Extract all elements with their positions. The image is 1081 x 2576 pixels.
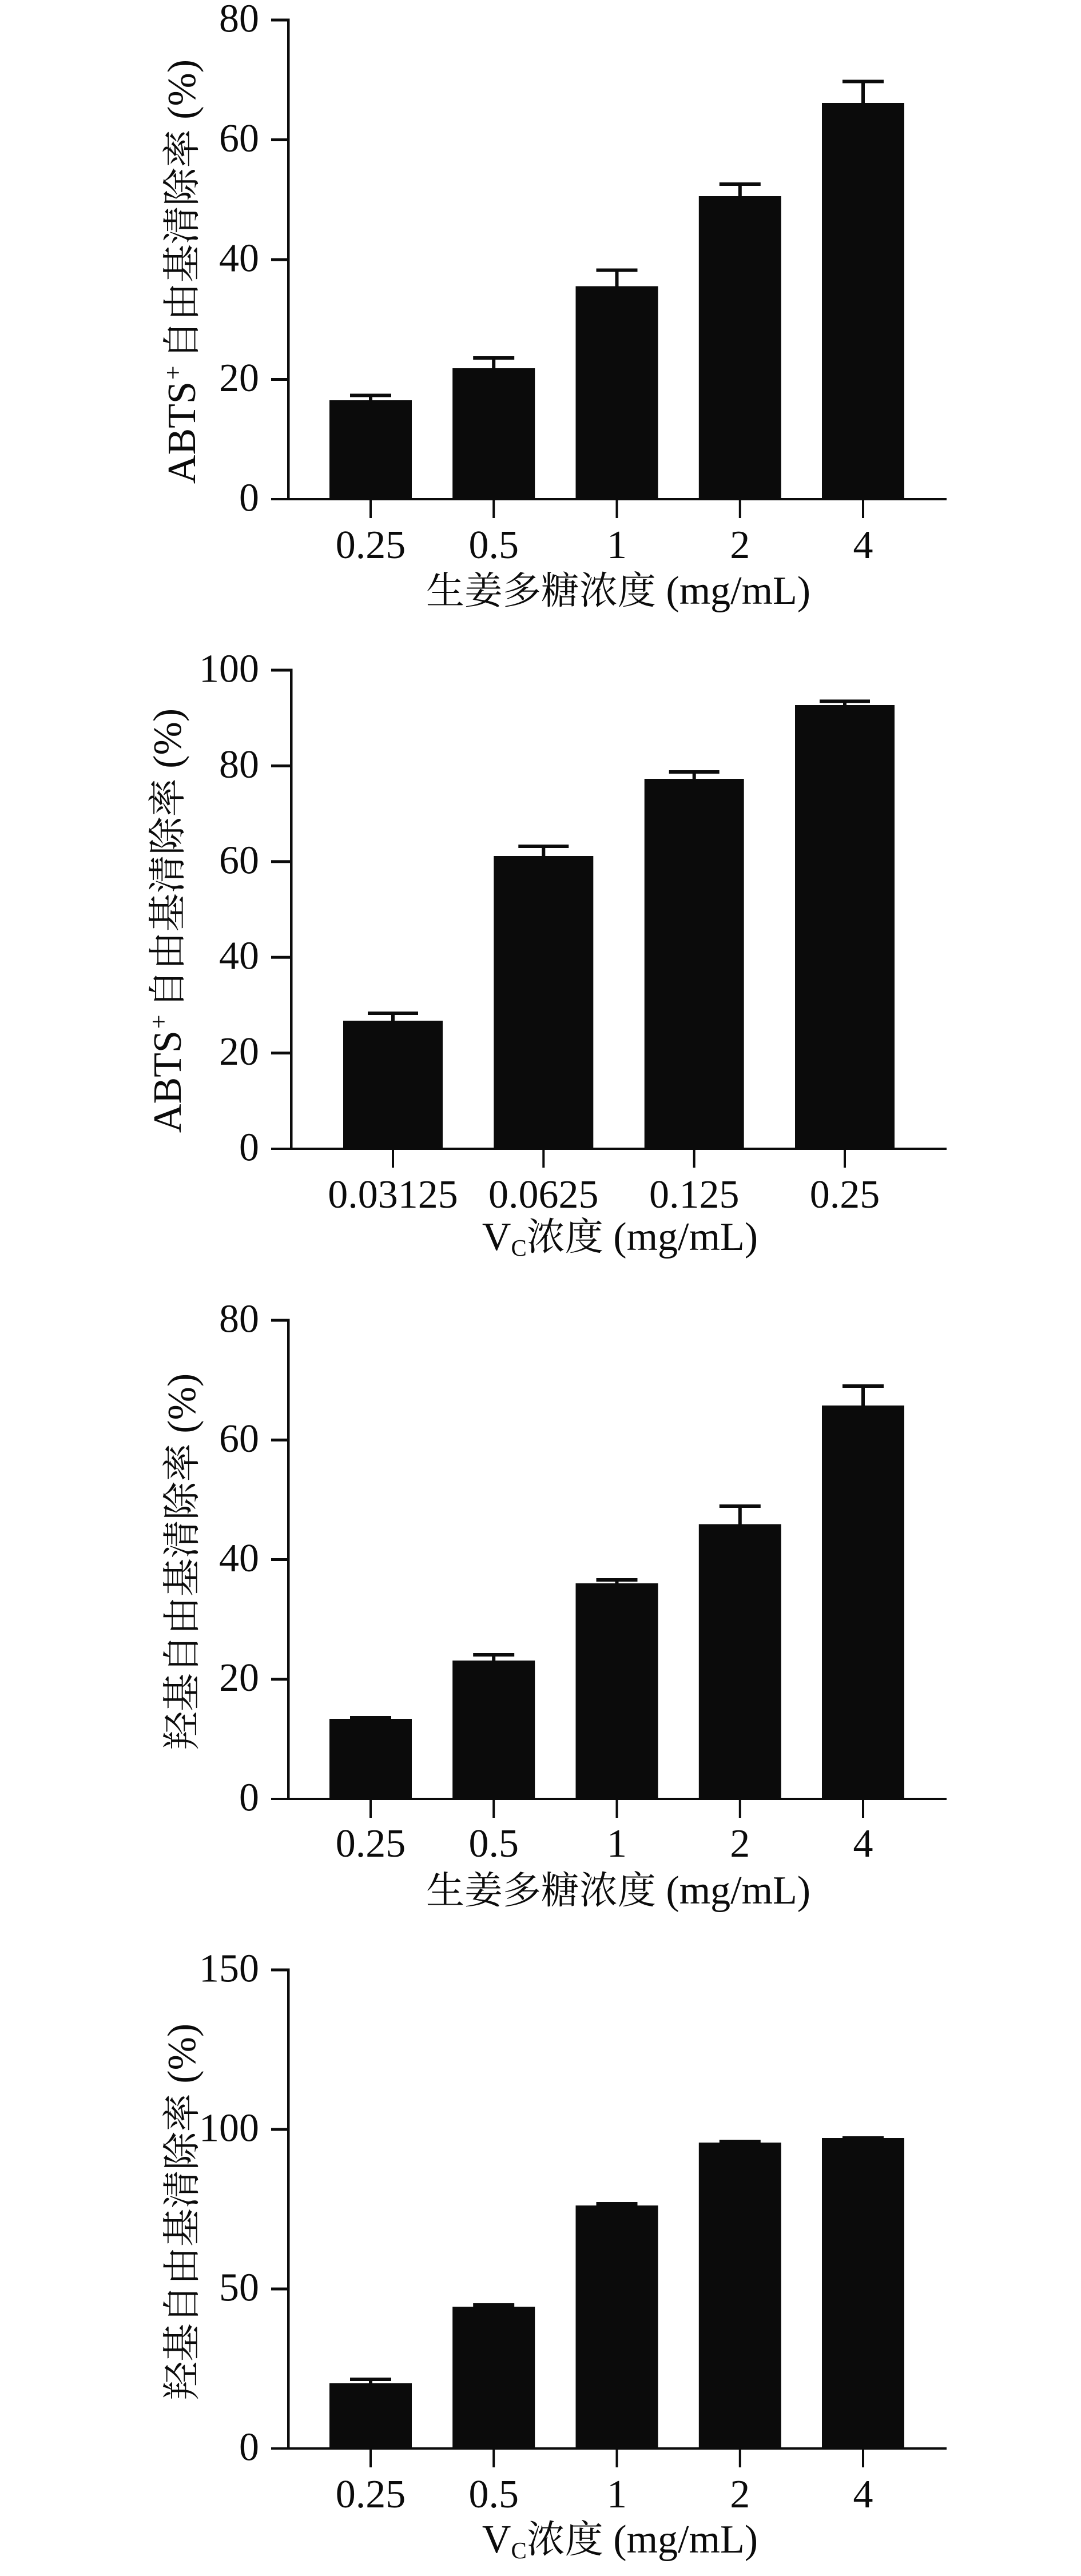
svg-text:V: V — [482, 2518, 511, 2562]
svg-text:100: 100 — [199, 647, 259, 691]
svg-text:0: 0 — [239, 476, 259, 520]
svg-text:20: 20 — [219, 1030, 259, 1074]
svg-text:1: 1 — [607, 523, 627, 567]
svg-text:0: 0 — [239, 1126, 259, 1170]
svg-text:1: 1 — [607, 1822, 627, 1866]
svg-text:80: 80 — [219, 743, 259, 787]
svg-text:(%): (%) — [146, 708, 190, 769]
svg-text:4: 4 — [853, 2473, 873, 2517]
svg-text:4: 4 — [853, 1822, 873, 1866]
svg-text:(%): (%) — [160, 2024, 204, 2084]
svg-text:0.0625: 0.0625 — [488, 1173, 599, 1217]
svg-text:0.25: 0.25 — [810, 1173, 880, 1217]
svg-text:60: 60 — [219, 838, 259, 882]
svg-text:0.25: 0.25 — [336, 2473, 406, 2517]
svg-text:0: 0 — [239, 1776, 259, 1820]
svg-text:0.25: 0.25 — [336, 1822, 406, 1866]
svg-text:0: 0 — [239, 2426, 259, 2470]
svg-text:(mg/mL): (mg/mL) — [666, 569, 810, 613]
svg-text:60: 60 — [219, 117, 259, 161]
svg-text:80: 80 — [219, 1297, 259, 1341]
svg-text:2: 2 — [730, 2473, 750, 2517]
svg-text:(mg/mL): (mg/mL) — [613, 1215, 758, 1259]
svg-text:(mg/mL): (mg/mL) — [613, 2518, 758, 2562]
svg-text:40: 40 — [219, 934, 259, 978]
svg-text:+: + — [159, 365, 187, 380]
svg-text:100: 100 — [199, 2107, 259, 2151]
svg-text:4: 4 — [853, 523, 873, 567]
svg-text:50: 50 — [219, 2266, 259, 2310]
svg-text:ABTS: ABTS — [146, 1030, 190, 1133]
svg-text:2: 2 — [730, 1822, 750, 1866]
svg-text:C: C — [511, 1235, 527, 1261]
svg-text:40: 40 — [219, 1536, 259, 1580]
svg-text:+: + — [145, 1014, 173, 1029]
svg-text:60: 60 — [219, 1417, 259, 1461]
svg-text:20: 20 — [219, 1656, 259, 1700]
svg-text:0.5: 0.5 — [468, 2473, 519, 2517]
svg-text:(mg/mL): (mg/mL) — [666, 1869, 810, 1913]
svg-text:0.5: 0.5 — [468, 1822, 519, 1866]
svg-text:0.03125: 0.03125 — [328, 1173, 458, 1217]
svg-text:0.25: 0.25 — [336, 523, 406, 567]
svg-text:V: V — [482, 1215, 511, 1259]
svg-text:0.5: 0.5 — [468, 523, 519, 567]
svg-text:40: 40 — [219, 237, 259, 281]
svg-text:20: 20 — [219, 356, 259, 400]
svg-text:1: 1 — [607, 2473, 627, 2517]
svg-text:ABTS: ABTS — [160, 381, 204, 484]
svg-text:C: C — [511, 2537, 527, 2563]
svg-text:2: 2 — [730, 523, 750, 567]
svg-text:150: 150 — [199, 1947, 259, 1991]
svg-text:80: 80 — [219, 0, 259, 41]
svg-text:(%): (%) — [160, 59, 204, 120]
svg-text:(%): (%) — [160, 1373, 204, 1434]
svg-text:0.125: 0.125 — [649, 1173, 740, 1217]
